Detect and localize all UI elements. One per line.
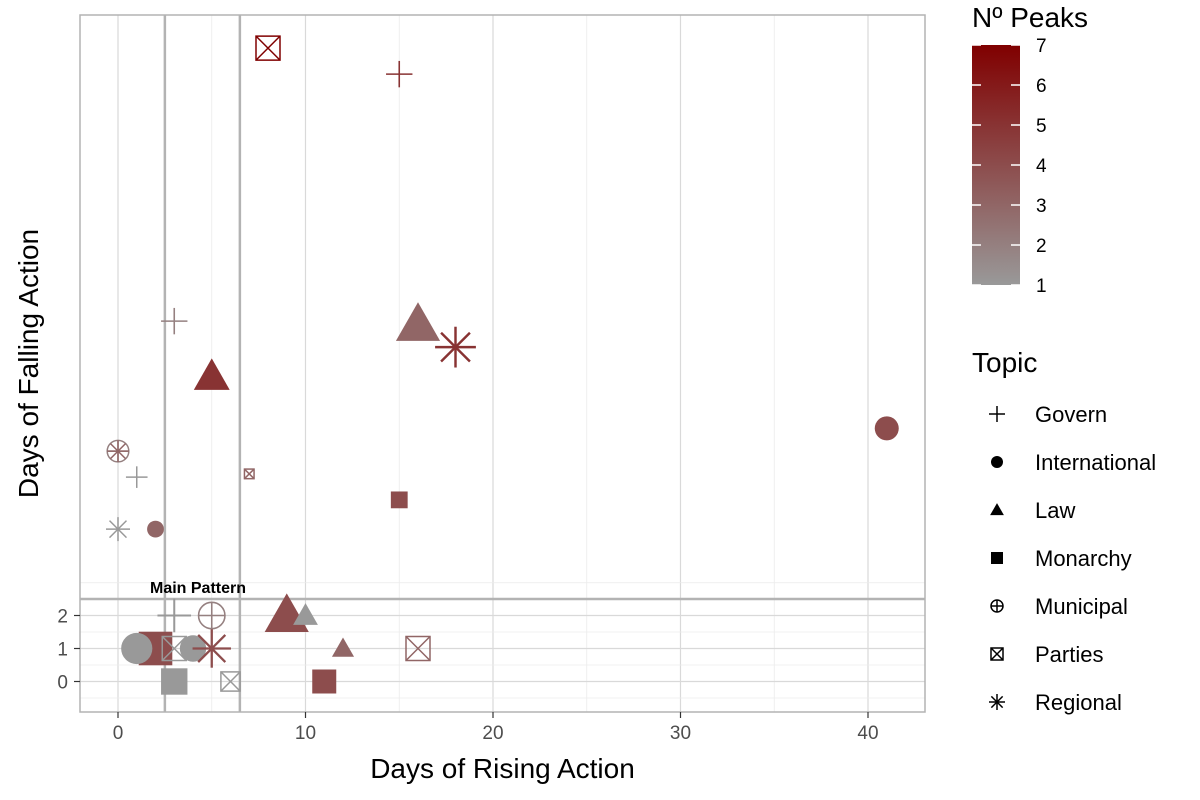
color-bar-tick-label: 4 bbox=[1036, 156, 1047, 177]
legend-item-label: Law bbox=[1035, 498, 1075, 523]
gridlines bbox=[80, 15, 925, 712]
legend-item-monarchy: Monarchy bbox=[991, 546, 1132, 571]
data-point-law bbox=[395, 302, 441, 341]
triangle-key-icon bbox=[990, 503, 1004, 516]
data-point-monarchy bbox=[161, 668, 188, 695]
data-points bbox=[106, 35, 899, 695]
circle-key-icon bbox=[991, 456, 1003, 468]
legend-item-govern: Govern bbox=[989, 402, 1107, 427]
shape-legend-items: Govern International Law Monarchy Municipal P… bbox=[989, 402, 1156, 715]
y-tick-label: 1 bbox=[57, 640, 68, 661]
color-bar-ticks: 1 2 3 4 5 6 7 bbox=[972, 36, 1047, 297]
shape-legend-title: Topic bbox=[972, 347, 1037, 378]
data-point-regional bbox=[192, 629, 231, 668]
y-tick-label: 2 bbox=[57, 607, 68, 628]
color-bar-tick-label: 2 bbox=[1036, 236, 1047, 257]
data-point-parties bbox=[255, 35, 281, 61]
data-point-law bbox=[293, 603, 318, 625]
data-point-govern bbox=[161, 307, 188, 335]
y-tick-label: 0 bbox=[57, 673, 68, 694]
x-tick-label: 30 bbox=[670, 723, 691, 744]
reference-lines bbox=[80, 15, 925, 712]
legend-item-parties: Parties bbox=[990, 642, 1103, 667]
data-point-parties bbox=[243, 468, 255, 480]
shape-legend: Topic Govern International Law Monarchy Muni… bbox=[972, 347, 1156, 715]
data-point-regional bbox=[435, 326, 476, 368]
data-point-international bbox=[147, 520, 164, 538]
data-point-govern bbox=[386, 60, 413, 88]
legend-item-international: International bbox=[991, 450, 1156, 475]
data-point-regional bbox=[107, 440, 129, 462]
legend-item-label: International bbox=[1035, 450, 1156, 475]
square-key-icon bbox=[991, 552, 1003, 564]
color-legend-title: Nº Peaks bbox=[972, 2, 1088, 33]
data-point-monarchy bbox=[312, 669, 337, 694]
x-tick-label: 20 bbox=[482, 723, 503, 744]
data-point-law bbox=[193, 358, 230, 390]
data-point-monarchy bbox=[390, 491, 408, 509]
data-point-govern bbox=[125, 466, 148, 488]
y-axis-label: Days of Falling Action bbox=[13, 229, 44, 498]
x-tick-label: 40 bbox=[857, 723, 878, 744]
data-point-international bbox=[121, 632, 153, 665]
square-x-key-icon bbox=[990, 647, 1004, 661]
data-point-parties bbox=[220, 671, 241, 692]
data-point-municipal bbox=[197, 601, 226, 630]
plot-panel bbox=[80, 15, 925, 712]
legend-item-label: Govern bbox=[1035, 402, 1107, 427]
color-bar-tick-label: 7 bbox=[1036, 36, 1047, 57]
color-bar-tick-label: 3 bbox=[1036, 196, 1047, 217]
circle-plus-key-icon bbox=[990, 599, 1004, 613]
main-pattern-annotation: Main Pattern bbox=[150, 580, 246, 597]
legend-item-municipal: Municipal bbox=[990, 594, 1128, 619]
x-axis-label: Days of Rising Action bbox=[370, 753, 635, 784]
legend-item-law: Law bbox=[990, 498, 1075, 523]
color-bar-tick-label: 5 bbox=[1036, 116, 1047, 137]
legend-item-label: Municipal bbox=[1035, 594, 1128, 619]
data-point-govern bbox=[157, 598, 192, 633]
legend-item-regional: Regional bbox=[989, 690, 1122, 715]
asterisk-key-icon bbox=[989, 694, 1005, 710]
legend-item-label: Monarchy bbox=[1035, 546, 1132, 571]
data-point-international bbox=[874, 416, 899, 441]
data-point-law bbox=[331, 637, 355, 657]
color-bar-tick-label: 1 bbox=[1036, 276, 1047, 297]
legend-item-label: Regional bbox=[1035, 690, 1122, 715]
color-legend: Nº Peaks 1 2 3 4 5 6 7 bbox=[972, 2, 1088, 297]
x-tick-label: 0 bbox=[113, 723, 124, 744]
plot-border bbox=[79, 14, 926, 713]
plus-key-icon bbox=[989, 406, 1005, 422]
axes: 0 10 20 30 40 0 1 2 bbox=[57, 607, 878, 745]
color-bar-tick-label: 6 bbox=[1036, 76, 1047, 97]
data-point-regional bbox=[106, 517, 130, 542]
data-point-parties bbox=[405, 635, 431, 662]
x-tick-label: 10 bbox=[295, 723, 316, 744]
plot-area: Main Pattern bbox=[79, 14, 926, 713]
legend-item-label: Parties bbox=[1035, 642, 1103, 667]
